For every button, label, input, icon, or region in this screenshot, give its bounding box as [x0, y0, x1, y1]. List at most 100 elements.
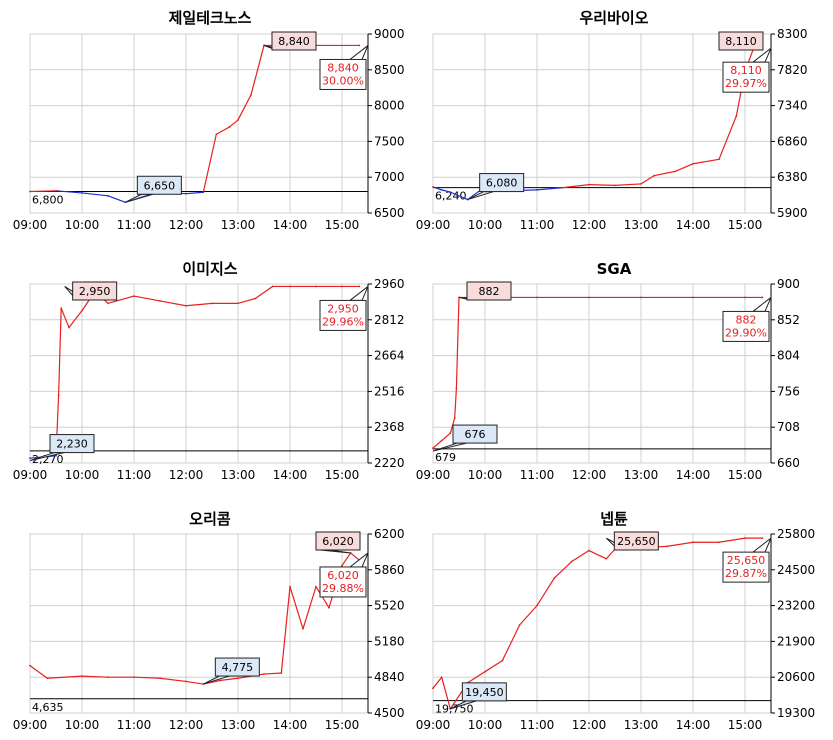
price-segment: [55, 190, 83, 194]
price-segment: [47, 675, 83, 679]
x-tick-label: 14:00: [273, 468, 308, 482]
chart-title: 우리바이오: [579, 9, 648, 27]
base-price-label: 6,800: [32, 194, 64, 207]
price-segment: [341, 552, 352, 566]
price-point: [185, 192, 187, 195]
x-tick-label: 09:00: [416, 718, 451, 732]
low-callout-box: [479, 173, 525, 193]
price-segment: [159, 677, 187, 683]
price-segment: [133, 295, 161, 302]
chart-panel: 제일테크노스 09:00 10:00 11:00 12:00 13:00 14:00 15:0…: [13, 9, 405, 232]
price-segment: [250, 45, 265, 96]
price-segment: [553, 561, 573, 579]
price-point: [761, 296, 764, 299]
price-point: [501, 659, 504, 662]
price-point: [315, 585, 317, 588]
x-tick-label: 09:00: [416, 468, 451, 482]
price-point: [666, 545, 668, 548]
price-point: [453, 417, 456, 420]
price-segment: [432, 676, 443, 689]
price-point: [289, 285, 291, 288]
price-point: [744, 537, 746, 540]
price-point: [185, 304, 187, 307]
low-callout-text: 6,650: [144, 179, 176, 192]
x-tick-label: 15:00: [325, 468, 360, 482]
price-point: [341, 564, 343, 567]
chart-title: 넵튠: [600, 510, 628, 528]
price-segment: [519, 605, 538, 626]
price-segment: [718, 537, 746, 543]
price-point: [271, 285, 274, 288]
price-segment: [484, 660, 503, 673]
last-callout-box: [319, 299, 367, 331]
y-tick-label: 2812: [374, 313, 405, 327]
price-segment: [60, 307, 70, 328]
last-pct-text: 29.90%: [725, 326, 767, 339]
price-point: [718, 158, 720, 161]
x-tick-label: 14:00: [676, 218, 711, 232]
price-segment: [640, 175, 655, 185]
price-point: [718, 541, 720, 544]
y-tick-label: 804: [777, 349, 800, 363]
y-tick-label: 2220: [374, 456, 405, 470]
chart-panel: 우리바이오 09:00 10:00 11:00 12:00 13:00 14:00 15:00…: [416, 9, 808, 232]
price-point: [55, 189, 57, 192]
x-tick-label: 11:00: [520, 718, 555, 732]
low-callout: 6,650: [125, 175, 182, 203]
price-point: [518, 623, 521, 626]
price-point: [228, 126, 231, 128]
high-callout-text: 882: [479, 285, 500, 298]
price-segment: [58, 308, 62, 396]
price-segment: [653, 170, 676, 177]
price-point: [237, 677, 239, 680]
y-tick-label: 5520: [374, 599, 405, 613]
price-segment: [675, 163, 694, 172]
price-point: [29, 190, 31, 193]
low-callout-text: 19,450: [465, 686, 504, 699]
x-tick-label: 13:00: [221, 468, 256, 482]
y-tick-label: 660: [777, 456, 800, 470]
high-callout-box: [718, 31, 764, 51]
y-tick-label: 5860: [374, 563, 405, 577]
price-point: [328, 606, 330, 609]
price-point: [159, 300, 161, 302]
x-tick-label: 12:00: [169, 718, 204, 732]
price-segment: [263, 672, 282, 675]
chart-title: 오리콤: [189, 510, 231, 528]
x-tick-label: 13:00: [221, 718, 256, 732]
base-price-label: 4,635: [32, 701, 64, 714]
low-callout-box: [136, 175, 182, 195]
price-segment: [450, 191, 468, 201]
price-point: [449, 191, 452, 194]
price-point: [29, 457, 31, 460]
high-callout: 8,840: [263, 31, 317, 51]
y-tick-label: 4840: [374, 670, 405, 684]
price-segment: [501, 624, 521, 661]
price-point: [536, 188, 538, 191]
price-point: [570, 560, 573, 563]
x-tick-label: 10:00: [468, 218, 503, 232]
y-tick-label: 23200: [777, 599, 815, 613]
price-segment: [666, 541, 694, 547]
y-tick-label: 20600: [777, 670, 815, 684]
price-point: [68, 326, 70, 329]
price-point: [536, 604, 538, 607]
high-callout: 25,650: [605, 531, 659, 551]
x-tick-label: 12:00: [572, 218, 607, 232]
price-point: [254, 297, 257, 300]
price-point: [692, 162, 694, 165]
price-point: [614, 184, 616, 187]
price-segment: [350, 552, 360, 561]
y-tick-label: 19300: [777, 706, 815, 720]
price-point: [289, 585, 291, 588]
x-tick-label: 14:00: [676, 468, 711, 482]
base-price-label: 6,240: [435, 190, 467, 203]
price-point: [440, 188, 443, 191]
price-point: [46, 677, 49, 680]
x-tick-label: 10:00: [65, 218, 100, 232]
price-point: [341, 285, 343, 288]
high-callout-text: 2,950: [79, 285, 111, 298]
